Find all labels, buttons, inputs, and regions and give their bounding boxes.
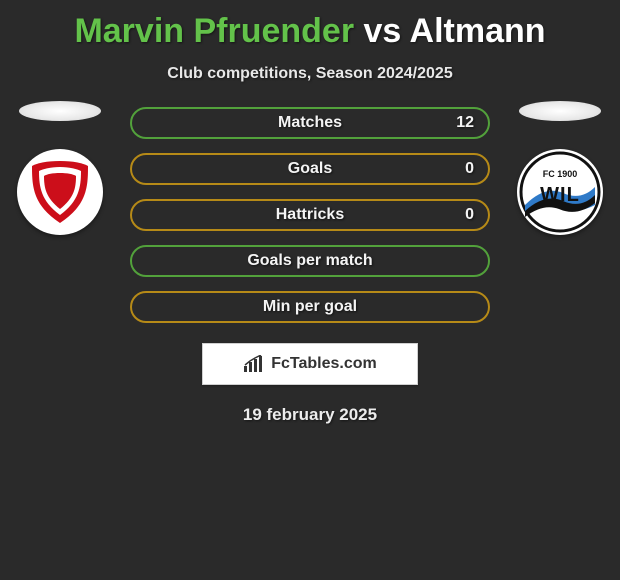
- infographic-container: Marvin Pfruender vs Altmann Club competi…: [0, 0, 620, 433]
- stat-label: Matches: [278, 114, 342, 132]
- attribution-text: FcTables.com: [271, 355, 377, 373]
- player1-ellipse: [19, 101, 101, 121]
- bar-chart-icon: [243, 355, 265, 373]
- stat-label: Hattricks: [276, 206, 344, 224]
- vs-separator: vs: [354, 12, 409, 50]
- stats-column: Matches 12 Goals 0 Hattricks 0 Goals per match…: [110, 107, 510, 323]
- left-side: [10, 101, 110, 235]
- stat-row: Hattricks 0: [130, 199, 490, 231]
- stat-label: Min per goal: [263, 298, 357, 316]
- subtitle: Club competitions, Season 2024/2025: [167, 65, 452, 83]
- stat-row: Goals 0: [130, 153, 490, 185]
- club-logo-right: FC 1900 WIL: [517, 149, 603, 235]
- svg-text:FC 1900: FC 1900: [543, 169, 578, 179]
- svg-text:WIL: WIL: [540, 184, 580, 206]
- stat-value-right: 0: [465, 160, 474, 178]
- club-logo-left: [17, 149, 103, 235]
- stat-value-right: 12: [456, 114, 474, 132]
- footer-date: 19 february 2025: [243, 405, 377, 425]
- stat-label: Goals: [288, 160, 332, 178]
- attribution-badge: FcTables.com: [202, 343, 418, 385]
- player1-name: Marvin Pfruender: [74, 12, 354, 50]
- stat-row: Min per goal: [130, 291, 490, 323]
- stat-value-right: 0: [465, 206, 474, 224]
- main-row: Matches 12 Goals 0 Hattricks 0 Goals per match…: [0, 101, 620, 323]
- player2-name: Altmann: [410, 12, 546, 50]
- player2-ellipse: [519, 101, 601, 121]
- stat-row: Goals per match: [130, 245, 490, 277]
- right-side: FC 1900 WIL: [510, 101, 610, 235]
- page-title: Marvin Pfruender vs Altmann: [74, 12, 545, 51]
- vaduz-shield-icon: [27, 157, 93, 227]
- stat-row: Matches 12: [130, 107, 490, 139]
- wil-logo-icon: FC 1900 WIL: [519, 151, 601, 233]
- stat-label: Goals per match: [247, 252, 372, 270]
